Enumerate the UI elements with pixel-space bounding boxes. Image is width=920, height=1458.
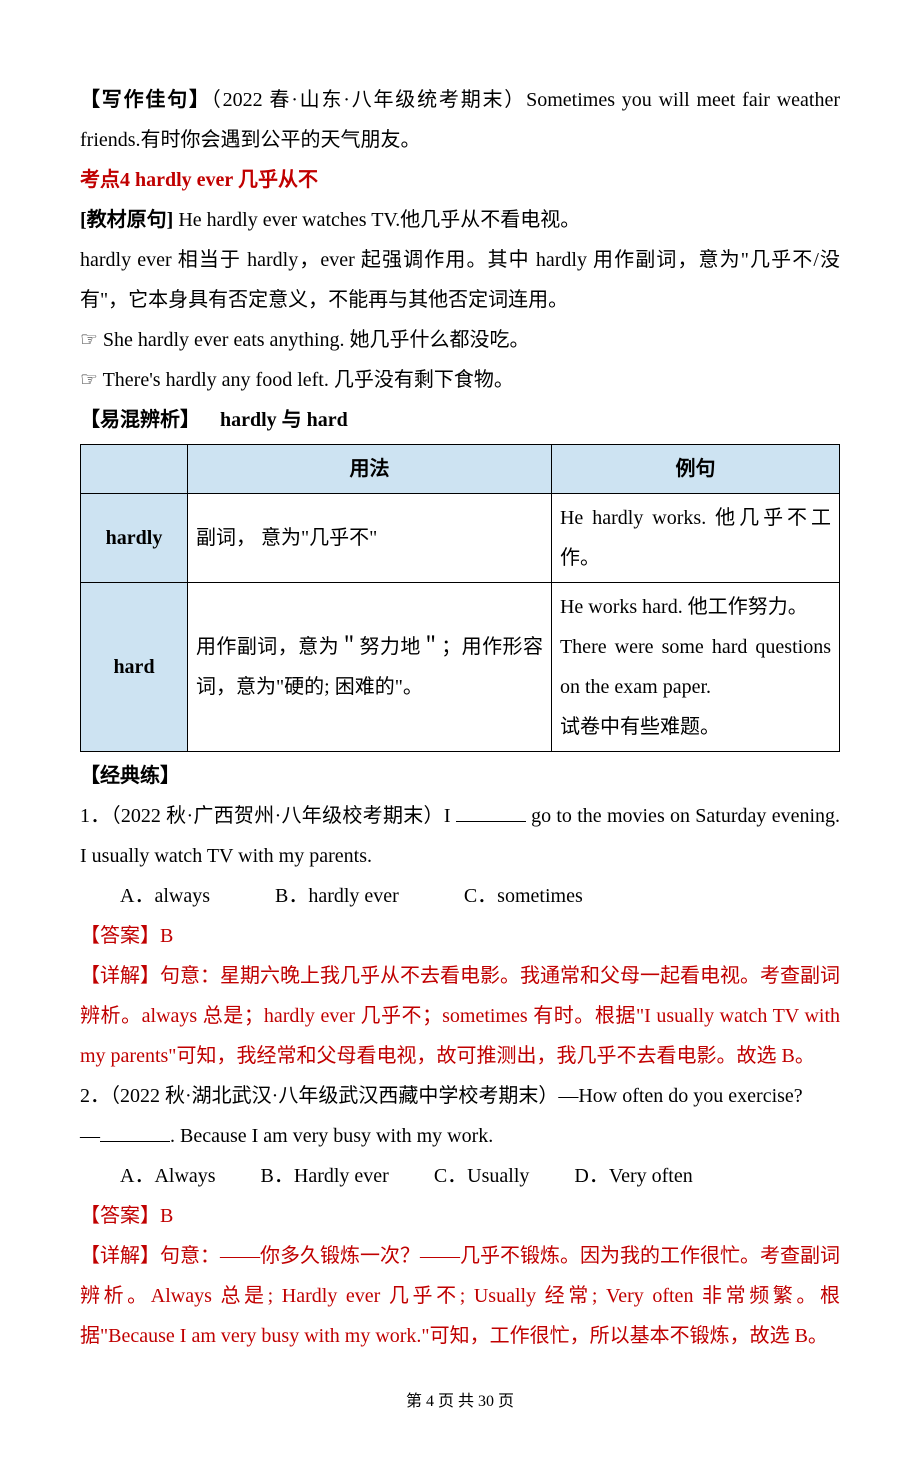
- row-term: hardly: [81, 494, 188, 583]
- diff-title: hardly 与 hard: [220, 409, 348, 431]
- q1-opt-c: C．sometimes: [464, 876, 583, 916]
- table-row: 用法 例句: [81, 445, 840, 494]
- practice-label: 【经典练】: [80, 756, 840, 796]
- kp4-heading: 考点4 hardly ever 几乎从不: [80, 160, 840, 200]
- diff-label: 【易混辨析】: [80, 409, 200, 431]
- q1-opt-a: A．always: [120, 876, 210, 916]
- q2-opt-d: D．Very often: [574, 1156, 692, 1196]
- q2-stem-post: . Because I am very busy with my work.: [170, 1125, 493, 1147]
- q2-opt-a: A．Always: [120, 1156, 216, 1196]
- table-row: hardly 副词， 意为"几乎不" He hardly works. 他几乎不…: [81, 494, 840, 583]
- row-term: hard: [81, 583, 188, 752]
- diff-heading: 【易混辨析】 hardly 与 hard: [80, 400, 840, 440]
- q1-opt-b: B．hardly ever: [275, 876, 399, 916]
- writing-sentence: 【写作佳句】（2022 春·山东·八年级统考期末）Sometimes you w…: [80, 80, 840, 160]
- row-example: He works hard. 他工作努力。 There were some ha…: [551, 583, 839, 752]
- row-usage: 用作副词，意为＂努力地＂；用作形容词，意为"硬的; 困难的"。: [188, 583, 552, 752]
- q2-answer: 【答案】B: [80, 1196, 840, 1236]
- col-example: 例句: [551, 445, 839, 494]
- blank: [100, 1121, 170, 1142]
- q1-detail: 【详解】句意：星期六晚上我几乎从不去看电影。我通常和父母一起看电视。考查副词辨析…: [80, 956, 840, 1076]
- page-footer: 第 4 页 共 30 页: [80, 1386, 840, 1418]
- q2-stem-line2: — . Because I am very busy with my work.: [80, 1116, 840, 1156]
- q1-answer: 【答案】B: [80, 916, 840, 956]
- q1-stem-pre: 1．（2022 秋·广西贺州·八年级校考期末）I: [80, 805, 456, 827]
- kp4-original-text: He hardly ever watches TV.他几乎从不看电视。: [178, 209, 580, 231]
- row-example: He hardly works. 他几乎不工作。: [551, 494, 839, 583]
- table-corner: [81, 445, 188, 494]
- q2-opt-b: B．Hardly ever: [261, 1156, 389, 1196]
- kp4-example-2: ☞ There's hardly any food left. 几乎没有剩下食物…: [80, 360, 840, 400]
- kp4-explain: hardly ever 相当于 hardly，ever 起强调作用。其中 har…: [80, 240, 840, 320]
- kp4-original: [教材原句] He hardly ever watches TV.他几乎从不看电…: [80, 200, 840, 240]
- blank: [456, 801, 526, 822]
- q2-detail: 【详解】句意：——你多久锻炼一次？——几乎不锻炼。因为我的工作很忙。考查副词辨析…: [80, 1236, 840, 1356]
- q2-stem-line1: 2．（2022 秋·湖北武汉·八年级武汉西藏中学校考期末）—How often …: [80, 1076, 840, 1116]
- writing-tag: 【写作佳句】: [80, 89, 211, 111]
- row-usage: 副词， 意为"几乎不": [188, 494, 552, 583]
- q1-options: A．always B．hardly ever C．sometimes: [80, 876, 840, 916]
- diff-table: 用法 例句 hardly 副词， 意为"几乎不" He hardly works…: [80, 444, 840, 752]
- q2-stem-pre: —: [80, 1125, 100, 1147]
- kp4-original-label: [教材原句]: [80, 209, 178, 231]
- table-row: hard 用作副词，意为＂努力地＂；用作形容词，意为"硬的; 困难的"。 He …: [81, 583, 840, 752]
- kp4-example-1: ☞ She hardly ever eats anything. 她几乎什么都没…: [80, 320, 840, 360]
- q2-opt-c: C．Usually: [434, 1156, 530, 1196]
- q2-options: A．Always B．Hardly ever C．Usually D．Very …: [80, 1156, 840, 1196]
- q1-stem: 1．（2022 秋·广西贺州·八年级校考期末）I go to the movie…: [80, 796, 840, 876]
- writing-source: （2022 春·山东·八年级统考期末）: [211, 89, 526, 111]
- col-usage: 用法: [188, 445, 552, 494]
